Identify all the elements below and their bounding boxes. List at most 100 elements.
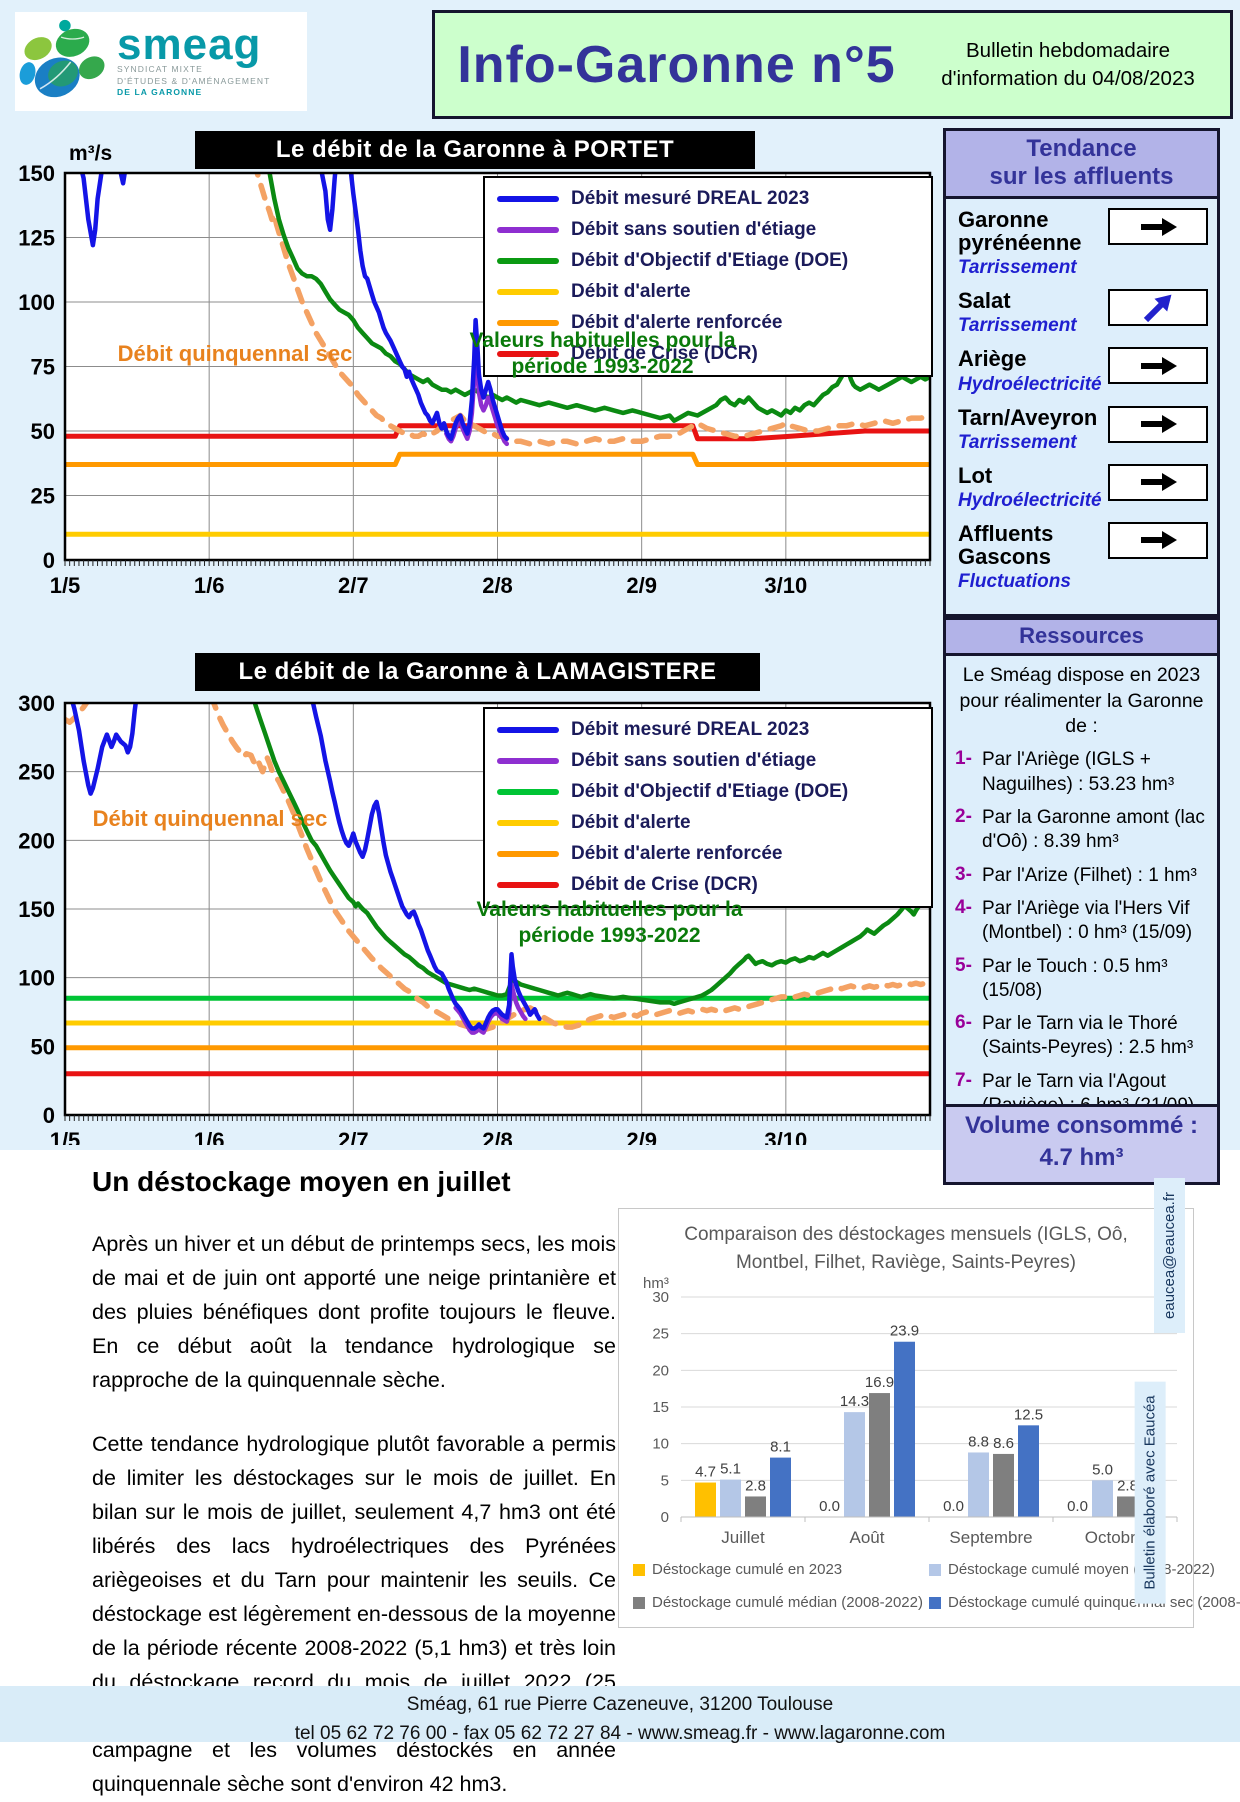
svg-text:200: 200: [18, 828, 55, 853]
affluent-name: Tarn/Aveyron: [958, 404, 1098, 430]
bar-chart-legend: Déstockage cumulé en 2023 Déstockage cumu…: [633, 1561, 1240, 1611]
bar-legend-item: Déstockage cumulé médian (2008-2022): [633, 1594, 923, 1611]
article-heading: Un déstockage moyen en juillet: [92, 1166, 511, 1197]
svg-text:0: 0: [43, 548, 55, 573]
legend-item: Débit mesuré DREAL 2023: [497, 188, 919, 210]
ressource-text: Par le Tarn via le Thoré (Saints-Peyres)…: [982, 1013, 1194, 1059]
bar-legend-item: Déstockage cumulé en 2023: [633, 1561, 923, 1578]
smeag-subtitle: SYNDICAT MIXTE D'ÉTUDES & D'AMÉNAGEMENT …: [117, 64, 271, 98]
legend-swatch: [497, 789, 559, 795]
svg-text:2/9: 2/9: [626, 1128, 657, 1145]
ressource-number: 3-: [955, 863, 972, 885]
svg-text:0: 0: [43, 1103, 55, 1128]
svg-text:12.5: 12.5: [1014, 1406, 1043, 1423]
ressources-panel: Ressources Le Sméag dispose en 2023 pour…: [943, 617, 1220, 1185]
smeag-brand: smeag: [117, 19, 262, 69]
svg-text:Octobre: Octobre: [1085, 1528, 1145, 1547]
svg-text:150: 150: [18, 897, 55, 922]
legend-item: Débit de Crise (DCR): [497, 343, 919, 365]
svg-text:8.1: 8.1: [770, 1439, 791, 1456]
legend-label: Débit d'Objectif d'Etiage (DOE): [571, 250, 849, 271]
legend-swatch: [497, 758, 559, 764]
ressource-number: 6-: [955, 1012, 972, 1034]
lamagistere-annotation-quinquennal: Débit quinquennal sec: [92, 806, 328, 831]
footer: Sméag, 61 rue Pierre Cazeneuve, 31200 To…: [0, 1686, 1240, 1744]
legend-swatch: [497, 227, 559, 233]
portet-annotation-habituelles: Valeurs habituelles pour la période 1993…: [469, 329, 736, 379]
svg-text:1/5: 1/5: [50, 573, 81, 593]
legend-item: Débit d'alerte renforcée: [497, 312, 919, 334]
tendance-items: Garonne pyrénéenne Tarrissement Salat Tarri…: [946, 199, 1217, 593]
legend-item: Débit d'alerte: [497, 812, 919, 834]
ressource-text: Par l'Ariège via l'Hers Vif (Montbel) : …: [982, 897, 1193, 944]
svg-text:2/9: 2/9: [626, 573, 657, 593]
ressource-text: Par la Garonne amont (lac d'Oô) : 8.39 h…: [982, 806, 1205, 853]
svg-text:100: 100: [18, 290, 55, 315]
svg-text:20: 20: [652, 1362, 669, 1379]
affluent-status: Tarrissement: [958, 257, 1077, 279]
legend-item: Débit d'Objectif d'Etiage (DOE): [497, 781, 919, 803]
trend-arrow-right-icon: [1108, 208, 1208, 246]
smeag-logo-icon: [19, 19, 105, 97]
svg-text:0.0: 0.0: [819, 1498, 840, 1515]
legend-label: Débit mesuré DREAL 2023: [571, 719, 810, 740]
ressource-number: 7-: [955, 1069, 972, 1091]
svg-text:8.6: 8.6: [993, 1435, 1014, 1452]
ressource-item: 4- Par l'Ariège via l'Hers Vif (Montbel) …: [946, 897, 1217, 946]
legend-label: Débit sans soutien d'étiage: [571, 219, 817, 240]
sidenote-email: eaucea@eaucea.fr: [1153, 1178, 1185, 1333]
ressource-item: 6- Par le Tarn via le Thoré (Saints-Peyre…: [946, 1012, 1217, 1061]
sidenote-credit: Bulletin élaboré avec Eaucéa: [1134, 1381, 1166, 1604]
volume-consomme-box: Volume consommé : 4.7 hm³: [946, 1104, 1217, 1182]
trend-arrow-right-icon: [1108, 347, 1208, 385]
bar-legend-swatch: [633, 1596, 645, 1609]
legend-item: Débit de Crise (DCR): [497, 874, 919, 896]
article-paragraph-1: Après un hiver et un début de printemps …: [92, 1232, 616, 1392]
svg-text:Juillet: Juillet: [721, 1528, 765, 1547]
svg-text:150: 150: [18, 161, 55, 186]
svg-text:1/6: 1/6: [194, 1128, 225, 1145]
lamagistere-chart-title: Le débit de la Garonne à LAMAGISTERE: [195, 653, 760, 691]
legend-item: Débit sans soutien d'étiage: [497, 219, 919, 241]
bar-legend-label: Déstockage cumulé médian (2008-2022): [652, 1594, 923, 1611]
svg-text:Août: Août: [850, 1528, 885, 1547]
legend-label: Débit d'alerte renforcée: [571, 312, 783, 333]
bar-legend-swatch: [929, 1563, 941, 1576]
legend-label: Débit d'alerte: [571, 281, 691, 302]
svg-text:250: 250: [18, 760, 55, 785]
legend-label: Débit mesuré DREAL 2023: [571, 188, 810, 209]
bar-legend-label: Déstockage cumulé en 2023: [652, 1561, 843, 1578]
tendance-panel: Tendance sur les affluents Garonne pyrén…: [943, 128, 1220, 617]
lamagistere-chart-section: Le débit de la Garonne à LAMAGISTERE 0 50…: [15, 645, 935, 1153]
portet-chart-title: Le débit de la Garonne à PORTET: [195, 131, 755, 169]
legend-item: Débit d'alerte renforcée: [497, 843, 919, 865]
legend-label: Débit d'Objectif d'Etiage (DOE): [571, 781, 849, 802]
tendance-item-affluents-gascons: Affluents Gascons Fluctuations: [946, 513, 1217, 593]
tendance-item-ari-ge: Ariège Hydroélectricité: [946, 338, 1217, 395]
portet-chart-section: Le débit de la Garonne à PORTET m³/s 0 25…: [15, 128, 935, 598]
trend-arrow-right-icon: [1108, 405, 1208, 443]
legend-label: Débit d'alerte renforcée: [571, 843, 783, 864]
portet-unit-label: m³/s: [69, 142, 113, 165]
legend-swatch: [497, 289, 559, 295]
trend-arrow-up-right-icon: [1108, 289, 1208, 327]
svg-text:50: 50: [31, 1034, 55, 1059]
svg-text:2/7: 2/7: [338, 573, 369, 593]
portet-chart-legend: Débit mesuré DREAL 2023 Débit sans soutie…: [483, 176, 933, 377]
smeag-logo: smeag SYNDICAT MIXTE D'ÉTUDES & D'AMÉNAG…: [15, 12, 307, 111]
ressource-text: Par le Touch : 0.5 hm³ (15/08): [982, 955, 1168, 1001]
trend-arrow-right-icon: [1108, 463, 1208, 501]
legend-label: Débit sans soutien d'étiage: [571, 750, 817, 771]
svg-text:2/7: 2/7: [338, 1128, 369, 1145]
ressource-text: Par l'Arize (Filhet) : 1 hm³: [982, 864, 1197, 886]
svg-text:4.7: 4.7: [695, 1464, 716, 1481]
svg-text:30: 30: [652, 1291, 669, 1306]
ressource-number: 1-: [955, 748, 972, 770]
article: Un déstockage moyen en juillet Après un …: [80, 1152, 628, 1796]
svg-text:5.1: 5.1: [720, 1461, 741, 1478]
legend-item: Débit sans soutien d'étiage: [497, 750, 919, 772]
svg-text:125: 125: [18, 226, 55, 251]
ressources-list: 1- Par l'Ariège (IGLS + Naguilhes) : 53.2…: [946, 748, 1217, 1118]
svg-text:3/10: 3/10: [764, 573, 807, 593]
svg-text:300: 300: [18, 691, 55, 716]
